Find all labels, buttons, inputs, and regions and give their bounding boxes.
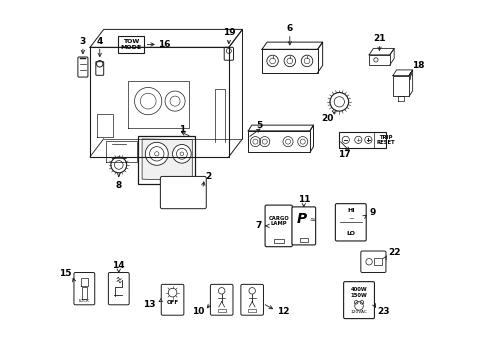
- Bar: [374, 258, 382, 265]
- Text: TOW: TOW: [123, 40, 139, 44]
- FancyBboxPatch shape: [161, 284, 184, 315]
- Text: 150W: 150W: [351, 293, 368, 298]
- Text: 4: 4: [97, 36, 103, 45]
- Text: 120VAC: 120VAC: [351, 310, 368, 314]
- Bar: [393, 76, 409, 96]
- Text: 10: 10: [192, 307, 204, 316]
- Text: 5: 5: [256, 121, 262, 130]
- Circle shape: [176, 148, 187, 159]
- Bar: [369, 55, 390, 65]
- Text: 19: 19: [222, 28, 235, 37]
- Bar: [248, 309, 256, 312]
- Circle shape: [180, 152, 184, 156]
- Text: 14: 14: [113, 261, 125, 270]
- FancyBboxPatch shape: [241, 284, 264, 315]
- FancyBboxPatch shape: [292, 207, 316, 245]
- Text: 7: 7: [255, 221, 262, 230]
- Bar: [118, 36, 144, 53]
- Bar: [248, 131, 310, 152]
- Circle shape: [146, 142, 168, 165]
- FancyBboxPatch shape: [160, 176, 206, 209]
- FancyBboxPatch shape: [210, 284, 233, 315]
- Text: 21: 21: [373, 34, 386, 43]
- Text: 18: 18: [412, 61, 424, 70]
- Text: LO: LO: [346, 230, 355, 235]
- Text: 8: 8: [116, 181, 122, 190]
- Text: LOCK: LOCK: [79, 299, 90, 303]
- FancyBboxPatch shape: [108, 273, 129, 305]
- Text: 15: 15: [59, 269, 72, 278]
- Text: ~: ~: [348, 216, 354, 222]
- Text: LAMP: LAMP: [270, 221, 287, 226]
- Circle shape: [172, 144, 191, 163]
- Circle shape: [155, 152, 159, 156]
- Circle shape: [149, 147, 164, 161]
- Text: OFF: OFF: [167, 300, 179, 305]
- Bar: [262, 49, 318, 73]
- Text: HI: HI: [347, 208, 355, 213]
- Text: 23: 23: [378, 307, 390, 316]
- Text: 20: 20: [321, 114, 334, 123]
- Text: CARGO: CARGO: [269, 216, 289, 221]
- FancyBboxPatch shape: [78, 57, 88, 77]
- Text: RESET: RESET: [377, 140, 395, 145]
- Text: 17: 17: [339, 150, 351, 159]
- Text: $\approx$: $\approx$: [308, 216, 317, 222]
- FancyBboxPatch shape: [265, 205, 293, 247]
- Bar: [218, 309, 225, 312]
- Text: 6: 6: [287, 24, 293, 33]
- Text: 16: 16: [158, 40, 171, 49]
- Text: 3: 3: [80, 36, 86, 45]
- Text: TRIP: TRIP: [379, 135, 392, 140]
- Bar: [274, 239, 284, 243]
- Bar: [339, 132, 386, 148]
- Bar: [300, 238, 308, 242]
- FancyBboxPatch shape: [96, 62, 104, 75]
- Text: 22: 22: [389, 248, 401, 257]
- Text: MODE: MODE: [121, 45, 142, 50]
- Polygon shape: [142, 139, 192, 181]
- FancyBboxPatch shape: [335, 204, 366, 241]
- FancyBboxPatch shape: [361, 251, 386, 273]
- FancyBboxPatch shape: [74, 273, 95, 305]
- Text: 1: 1: [179, 125, 185, 134]
- FancyBboxPatch shape: [343, 282, 374, 319]
- Text: 9: 9: [370, 208, 376, 217]
- FancyBboxPatch shape: [224, 47, 234, 60]
- Text: 13: 13: [143, 300, 155, 309]
- Text: 2: 2: [205, 172, 211, 181]
- Text: P: P: [296, 212, 307, 226]
- Text: 11: 11: [297, 195, 310, 204]
- Text: 400W: 400W: [351, 287, 368, 292]
- Bar: [139, 136, 195, 184]
- Text: 12: 12: [276, 307, 289, 316]
